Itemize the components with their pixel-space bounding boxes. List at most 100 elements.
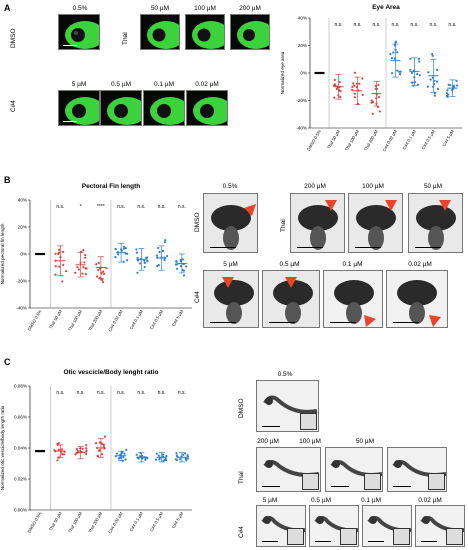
c-img-label-5: 0.5 µM (310, 497, 331, 504)
data-point (333, 78, 336, 82)
data-point (124, 246, 127, 250)
data-point (85, 452, 88, 456)
data-point (446, 93, 450, 96)
significance-label: n.s. (178, 390, 186, 396)
data-point (390, 56, 393, 60)
data-point (126, 259, 129, 262)
significance-label: n.s. (429, 22, 437, 28)
data-point (338, 80, 341, 84)
chart-eye-area: Eye Area Normalized eye area 40% 20% 0% -20% -… (280, 4, 462, 152)
y-tick-label: 0.04% (14, 446, 27, 451)
x-tick-label: Thal 200 µM (87, 511, 103, 534)
x-tick-label: Thal 100 µM (344, 129, 360, 152)
data-point (136, 256, 139, 259)
data-point (427, 71, 430, 74)
data-point (418, 74, 421, 77)
data-point (371, 112, 374, 115)
data-point (56, 459, 59, 462)
y-tick-label: -40% (296, 126, 307, 131)
x-tick-label: DMSO 0.5% (27, 309, 43, 332)
c-img-label-3: 50 µM (355, 438, 375, 445)
data-point (135, 453, 138, 456)
c-inset-c4-5 (287, 528, 304, 545)
significance-label: n.s. (448, 22, 456, 28)
data-point (103, 272, 106, 275)
data-point (62, 250, 65, 253)
data-point (156, 264, 159, 268)
data-point (60, 448, 64, 451)
b-img-c4-01 (323, 270, 383, 328)
data-point (176, 267, 179, 270)
significance-label: **** (97, 204, 105, 210)
data-point (376, 105, 380, 109)
c-img-c4-01 (362, 505, 412, 547)
data-point (371, 100, 375, 104)
data-point (361, 93, 364, 96)
data-point (141, 457, 144, 460)
b-row-dmso: DMSO (194, 212, 201, 233)
c-row-thal: Thal (238, 471, 245, 484)
a-img-label-3: 200 µM (239, 5, 261, 12)
x-tick-label: C#4 0.5 µM (149, 511, 164, 533)
data-point (164, 239, 167, 242)
data-point (409, 68, 412, 71)
data-point (143, 265, 146, 269)
significance-label: n.s. (137, 390, 145, 396)
data-point (95, 263, 98, 266)
data-point (54, 265, 57, 268)
data-point (455, 79, 458, 82)
x-tick-label: C#4 5 µM (171, 511, 185, 530)
data-point (82, 266, 85, 269)
data-point (410, 71, 414, 74)
data-point (53, 449, 56, 452)
c-img-thal-200 (256, 447, 321, 492)
data-point (398, 70, 401, 73)
data-point (61, 453, 64, 456)
data-point (164, 458, 167, 462)
data-point (115, 452, 118, 455)
data-point (175, 452, 178, 455)
data-point (416, 73, 419, 76)
data-point (81, 272, 84, 275)
c-row-dmso: DMSO (238, 398, 245, 419)
data-point (452, 84, 455, 87)
data-point (409, 57, 412, 60)
c-img-c4-05 (309, 505, 359, 547)
a-fluo-dmso (58, 14, 100, 50)
x-tick-label: Thal 50 µM (326, 129, 341, 150)
data-point (370, 99, 373, 102)
significance-label: n.s. (178, 204, 186, 210)
c-img-label-2: 100 µM (299, 438, 321, 445)
data-point (81, 447, 84, 450)
chart-otic-vesicle: Otic vescicle/Body lenght ratio Normalize… (0, 369, 192, 534)
x-tick-label: Thal 50 µM (48, 309, 63, 330)
x-tick-label: C#4 0.1 µM (129, 309, 144, 331)
significance-label: n.s. (391, 22, 399, 28)
data-point (116, 253, 120, 256)
b-img-label-7: 0.02 µM (408, 261, 432, 268)
data-point (418, 60, 421, 63)
a-fluo-c4-01 (143, 90, 185, 126)
data-point (179, 458, 182, 461)
data-point (334, 84, 337, 87)
data-point (184, 457, 187, 460)
y-tick-label: 0.06% (14, 415, 27, 420)
significance-label: n.s. (372, 22, 380, 28)
c-img-thal-100 (325, 447, 383, 492)
significance-label: n.s. (77, 390, 85, 396)
y-tick-label: 20% (298, 43, 307, 48)
data-point (165, 254, 169, 258)
data-point (158, 458, 161, 461)
data-point (76, 266, 79, 269)
data-point (163, 259, 166, 262)
panel-c-label: C (4, 357, 11, 367)
data-point (162, 459, 165, 463)
data-point (139, 262, 142, 265)
data-point (85, 444, 88, 447)
a-fluo-c4-002 (186, 90, 228, 126)
data-point (54, 252, 57, 255)
x-tick-label: DMSO 0.5% (27, 511, 43, 534)
y-axis-label: Normalized eye area (280, 51, 285, 94)
data-point (446, 89, 449, 92)
data-point (158, 250, 161, 254)
